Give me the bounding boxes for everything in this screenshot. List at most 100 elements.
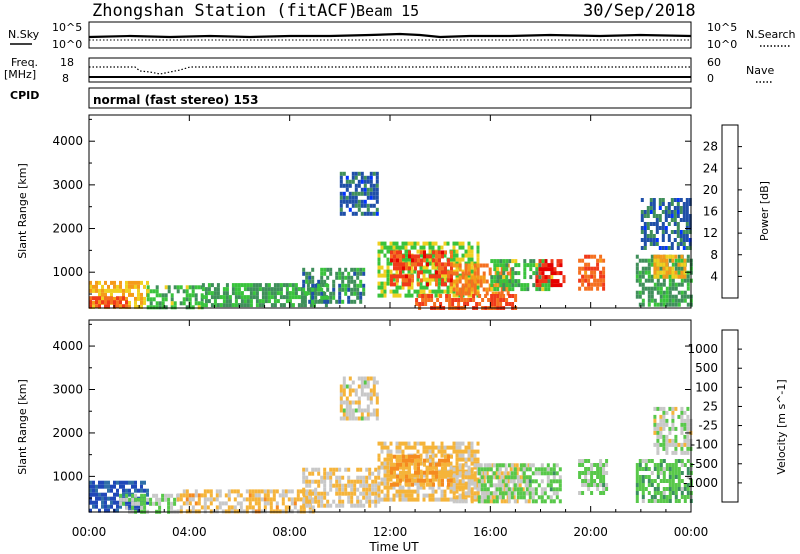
data-cell	[386, 277, 390, 282]
data-cell	[377, 471, 381, 476]
data-cell	[216, 283, 220, 288]
data-cell	[490, 287, 494, 292]
data-cell	[329, 299, 333, 304]
data-cell	[294, 287, 298, 292]
data-cell	[638, 270, 642, 275]
data-cell	[158, 497, 162, 502]
data-cell	[498, 463, 502, 468]
data-cell	[375, 408, 379, 413]
data-cell	[390, 254, 393, 259]
data-cell	[553, 283, 557, 288]
data-cell	[497, 471, 501, 476]
data-cell	[356, 267, 360, 272]
data-cell	[399, 262, 402, 267]
data-cell	[231, 303, 235, 308]
data-cell	[677, 487, 681, 491]
data-cell	[478, 302, 482, 306]
data-cell	[647, 302, 651, 307]
data-cell	[440, 489, 444, 494]
data-cell	[230, 489, 234, 494]
data-cell	[339, 207, 343, 212]
data-cell	[335, 271, 339, 276]
data-cell	[335, 503, 339, 508]
data-cell	[641, 475, 645, 479]
data-cell	[461, 291, 465, 296]
data-cell	[658, 218, 662, 222]
data-cell	[670, 242, 674, 246]
data-cell	[311, 279, 315, 284]
data-cell	[509, 271, 513, 276]
data-cell	[290, 497, 294, 502]
data-cell	[297, 295, 301, 300]
data-cell	[428, 457, 432, 462]
data-cell	[204, 287, 208, 292]
data-cell	[152, 501, 156, 506]
data-cell	[188, 509, 192, 514]
data-cell	[458, 473, 462, 478]
data-cell	[363, 203, 367, 208]
data-cell	[508, 294, 512, 298]
data-cell	[408, 478, 411, 483]
data-cell	[671, 487, 675, 491]
data-cell	[455, 479, 459, 484]
data-cell	[665, 434, 669, 439]
data-cell	[338, 267, 342, 272]
data-cell	[435, 254, 438, 259]
data-cell	[686, 418, 690, 423]
data-cell	[641, 487, 645, 491]
data-cell	[404, 257, 408, 262]
data-cell	[499, 283, 503, 288]
data-cell	[429, 470, 432, 475]
data-cell	[332, 499, 336, 504]
data-cell	[255, 287, 259, 292]
data-cell	[664, 206, 668, 210]
data-cell	[314, 491, 318, 496]
data-cell	[366, 380, 370, 385]
data-cell	[432, 470, 435, 475]
data-cell	[438, 266, 441, 271]
data-cell	[461, 449, 465, 454]
data-cell	[398, 485, 402, 490]
data-cell	[101, 500, 104, 505]
data-cell	[450, 274, 453, 279]
data-cell	[543, 467, 547, 472]
data-cell	[602, 491, 606, 495]
data-cell	[452, 487, 456, 492]
data-cell	[398, 449, 402, 454]
data-cell	[464, 287, 468, 292]
data-cell	[667, 210, 671, 214]
data-cell	[429, 454, 432, 459]
data-cell	[658, 226, 662, 230]
data-cell	[402, 278, 405, 283]
data-cell	[359, 283, 363, 288]
data-cell	[444, 250, 447, 255]
data-cell	[525, 467, 529, 472]
data-cell	[526, 287, 530, 292]
data-cell	[140, 493, 144, 498]
data-cell	[683, 450, 687, 455]
data-cell	[380, 441, 384, 446]
data-cell	[176, 509, 180, 514]
data-cell	[652, 234, 656, 238]
data-cell	[493, 279, 497, 284]
data-cell	[552, 467, 556, 472]
data-cell	[499, 298, 503, 302]
data-cell	[546, 475, 550, 480]
data-cell	[320, 503, 324, 508]
data-cell	[455, 467, 459, 472]
data-cell	[505, 279, 509, 284]
data-cell	[578, 286, 582, 291]
data-cell	[671, 286, 675, 291]
data-cell	[176, 285, 180, 290]
data-cell	[408, 482, 411, 487]
data-cell	[452, 473, 456, 478]
data-cell	[473, 465, 477, 470]
data-cell	[458, 445, 462, 450]
data-cell	[366, 179, 370, 184]
data-cell	[638, 459, 642, 463]
data-cell	[472, 298, 476, 302]
data-cell	[488, 267, 492, 272]
data-cell	[119, 304, 122, 309]
data-cell	[362, 487, 366, 492]
data-cell	[505, 275, 509, 280]
